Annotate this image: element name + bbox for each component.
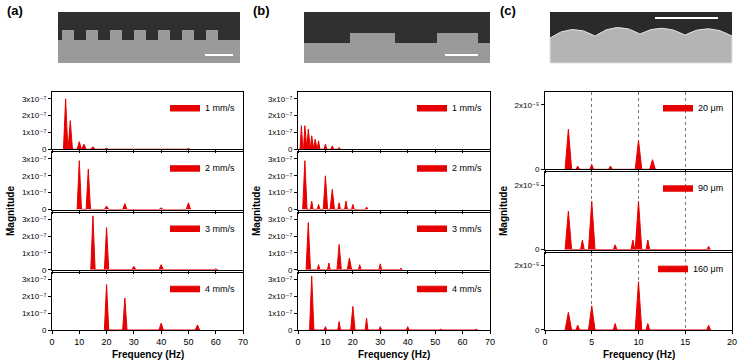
svg-text:1 mm/s: 1 mm/s <box>452 103 482 113</box>
svg-text:20: 20 <box>727 337 737 347</box>
svg-text:2 mm/s: 2 mm/s <box>452 163 482 173</box>
svg-text:0: 0 <box>49 337 54 347</box>
svg-text:2x10⁻⁵: 2x10⁻⁵ <box>515 261 540 270</box>
svg-text:10: 10 <box>633 337 643 347</box>
svg-text:0: 0 <box>42 205 47 214</box>
svg-text:2x10⁻⁵: 2x10⁻⁵ <box>515 101 540 110</box>
svg-text:2x10⁻⁷: 2x10⁻⁷ <box>268 111 293 120</box>
svg-text:0: 0 <box>42 145 47 154</box>
svg-text:3x10⁻⁷: 3x10⁻⁷ <box>22 95 47 104</box>
svg-text:30: 30 <box>129 337 139 347</box>
svg-text:2x10⁻⁷: 2x10⁻⁷ <box>268 292 293 301</box>
svg-text:Frequency (Hz): Frequency (Hz) <box>112 349 184 360</box>
svg-text:40: 40 <box>156 337 166 347</box>
svg-text:2x10⁻⁷: 2x10⁻⁷ <box>22 232 47 241</box>
svg-text:40: 40 <box>403 337 413 347</box>
svg-text:2x10⁻⁵: 2x10⁻⁵ <box>515 181 540 190</box>
svg-text:Magnitude: Magnitude <box>251 186 262 236</box>
svg-text:1 mm/s: 1 mm/s <box>205 103 235 113</box>
svg-text:3x10⁻⁷: 3x10⁻⁷ <box>22 215 47 224</box>
svg-text:Magnitude: Magnitude <box>498 186 509 236</box>
svg-text:2x10⁻⁷: 2x10⁻⁷ <box>22 172 47 181</box>
svg-text:30: 30 <box>375 337 385 347</box>
svg-text:0: 0 <box>535 326 540 335</box>
svg-text:0: 0 <box>42 266 47 275</box>
svg-text:2x10⁻⁷: 2x10⁻⁷ <box>268 172 293 181</box>
svg-text:0: 0 <box>542 337 547 347</box>
svg-text:3x10⁻⁷: 3x10⁻⁷ <box>268 275 293 284</box>
svg-text:60: 60 <box>458 337 468 347</box>
svg-text:15: 15 <box>680 337 690 347</box>
svg-text:3x10⁻⁷: 3x10⁻⁷ <box>268 215 293 224</box>
svg-text:1x10⁻⁷: 1x10⁻⁷ <box>22 249 47 258</box>
svg-text:(a): (a) <box>7 3 23 18</box>
svg-text:Frequency (Hz): Frequency (Hz) <box>603 349 675 360</box>
svg-text:0: 0 <box>535 165 540 174</box>
svg-text:1x10⁻⁷: 1x10⁻⁷ <box>268 188 293 197</box>
svg-text:2x10⁻⁷: 2x10⁻⁷ <box>22 292 47 301</box>
svg-text:(b): (b) <box>253 3 270 18</box>
svg-text:4 mm/s: 4 mm/s <box>205 284 235 294</box>
svg-text:20 μm: 20 μm <box>698 103 723 113</box>
svg-text:20: 20 <box>348 337 358 347</box>
svg-text:1x10⁻⁷: 1x10⁻⁷ <box>22 309 47 318</box>
svg-text:Frequency (Hz): Frequency (Hz) <box>358 349 430 360</box>
svg-text:3 mm/s: 3 mm/s <box>452 224 482 234</box>
svg-text:3x10⁻⁷: 3x10⁻⁷ <box>22 155 47 164</box>
svg-text:50: 50 <box>430 337 440 347</box>
svg-text:1x10⁻⁷: 1x10⁻⁷ <box>22 128 47 137</box>
svg-text:2 mm/s: 2 mm/s <box>205 163 235 173</box>
svg-text:4 mm/s: 4 mm/s <box>452 284 482 294</box>
svg-text:0: 0 <box>288 145 293 154</box>
svg-text:2x10⁻⁷: 2x10⁻⁷ <box>268 232 293 241</box>
svg-text:70: 70 <box>485 337 495 347</box>
svg-text:0: 0 <box>288 205 293 214</box>
svg-text:Magnitude: Magnitude <box>5 186 16 236</box>
svg-text:1x10⁻⁷: 1x10⁻⁷ <box>268 249 293 258</box>
svg-text:20: 20 <box>102 337 112 347</box>
svg-text:0: 0 <box>295 337 300 347</box>
svg-text:2x10⁻⁷: 2x10⁻⁷ <box>22 111 47 120</box>
svg-text:10: 10 <box>74 337 84 347</box>
svg-text:0: 0 <box>288 326 293 335</box>
svg-text:(c): (c) <box>500 3 516 18</box>
svg-text:1x10⁻⁷: 1x10⁻⁷ <box>268 128 293 137</box>
svg-text:1x10⁻⁷: 1x10⁻⁷ <box>22 188 47 197</box>
svg-text:160 μm: 160 μm <box>693 264 723 274</box>
svg-text:1x10⁻⁷: 1x10⁻⁷ <box>268 309 293 318</box>
svg-text:5: 5 <box>589 337 594 347</box>
svg-text:0: 0 <box>42 326 47 335</box>
svg-text:60: 60 <box>211 337 221 347</box>
svg-text:3x10⁻⁷: 3x10⁻⁷ <box>22 275 47 284</box>
svg-text:70: 70 <box>238 337 248 347</box>
svg-text:3x10⁻⁷: 3x10⁻⁷ <box>268 95 293 104</box>
svg-text:10: 10 <box>320 337 330 347</box>
svg-text:90 μm: 90 μm <box>698 183 723 193</box>
svg-text:0: 0 <box>535 245 540 254</box>
svg-text:50: 50 <box>183 337 193 347</box>
svg-text:3 mm/s: 3 mm/s <box>205 224 235 234</box>
svg-text:3x10⁻⁷: 3x10⁻⁷ <box>268 155 293 164</box>
svg-text:0: 0 <box>288 266 293 275</box>
